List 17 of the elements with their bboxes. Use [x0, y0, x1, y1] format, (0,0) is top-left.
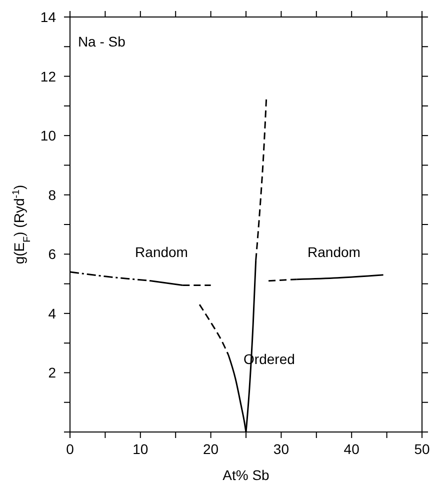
y-tick-label: 12: [40, 68, 56, 84]
x-tick-label: 40: [344, 441, 360, 457]
x-tick-label: 20: [203, 441, 219, 457]
y-tick-label: 14: [40, 9, 56, 25]
y-tick-label: 10: [40, 128, 56, 144]
x-tick-label: 0: [66, 441, 74, 457]
y-tick-label: 4: [48, 305, 56, 322]
x-axis-title: At% Sb: [222, 467, 270, 483]
y-tick-label: 8: [48, 186, 56, 203]
y-tick-label: 6: [48, 246, 56, 262]
x-tick-label: 10: [132, 441, 148, 457]
x-tick-label: 50: [414, 441, 430, 457]
annotation: Random: [308, 244, 360, 260]
x-tick-label: 30: [273, 441, 290, 457]
annotation: Random: [135, 244, 188, 260]
annotation: Na - Sb: [78, 34, 126, 50]
y-tick-label: 2: [48, 364, 56, 381]
